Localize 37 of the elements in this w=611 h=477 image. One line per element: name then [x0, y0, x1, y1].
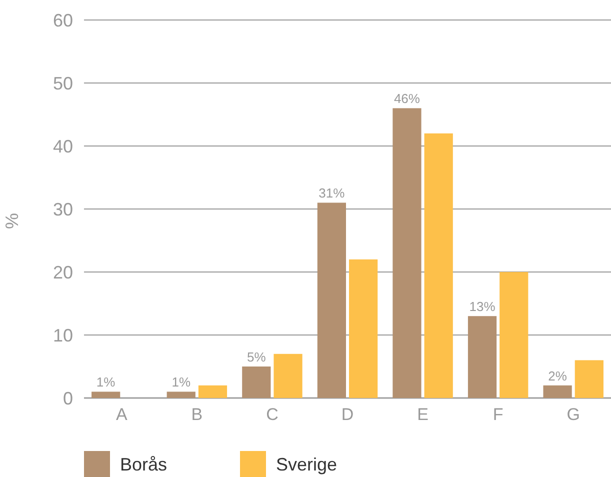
y-tick-label: 10 [52, 325, 73, 346]
x-tick-label: A [116, 405, 128, 424]
bar [500, 272, 528, 398]
bar [92, 392, 120, 398]
y-tick-label: 20 [52, 262, 73, 282]
y-tick-label: 50 [52, 73, 73, 94]
bar [574, 360, 604, 398]
data-label: 13% [469, 299, 496, 314]
x-tick-label: B [191, 405, 203, 424]
bar [468, 316, 497, 398]
bar [166, 392, 196, 398]
data-label: 31% [318, 186, 346, 201]
data-label: 2% [548, 368, 568, 384]
bar [349, 259, 378, 398]
bar [198, 385, 228, 398]
data-label: 1% [96, 374, 116, 390]
data-label: 46% [394, 91, 420, 106]
y-tick-label: 0 [62, 388, 73, 408]
y-axis-title: % [2, 212, 22, 230]
bar [317, 202, 346, 398]
legend-label: Sverige [276, 454, 338, 474]
bar [424, 133, 453, 398]
bar [392, 108, 422, 398]
x-tick-label: C [266, 405, 278, 424]
y-tick-label: 60 [52, 10, 73, 30]
bar [274, 354, 302, 398]
x-tick-label: D [341, 405, 354, 424]
data-label: 5% [247, 350, 266, 364]
bar [242, 366, 271, 398]
x-tick-label: F [492, 405, 504, 424]
x-tick-label: G [566, 405, 580, 424]
y-tick-label: 40 [52, 136, 73, 156]
legend-label: Borås [120, 454, 168, 474]
y-tick-label: 30 [52, 199, 73, 220]
bar [543, 385, 572, 398]
data-label: 1% [172, 374, 191, 390]
x-tick-label: E [417, 405, 428, 424]
